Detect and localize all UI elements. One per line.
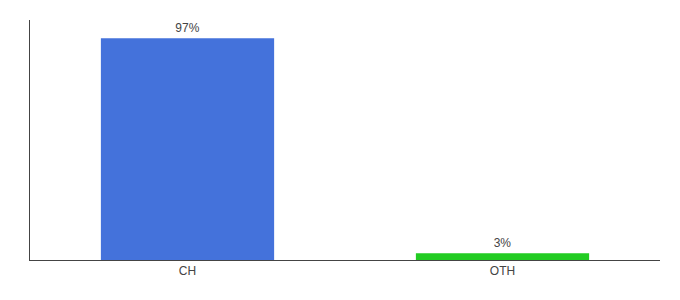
svg-text:CH: CH [179, 264, 196, 278]
svg-text:OTH: OTH [490, 264, 515, 278]
svg-text:97%: 97% [175, 21, 199, 35]
svg-text:3%: 3% [494, 236, 512, 250]
